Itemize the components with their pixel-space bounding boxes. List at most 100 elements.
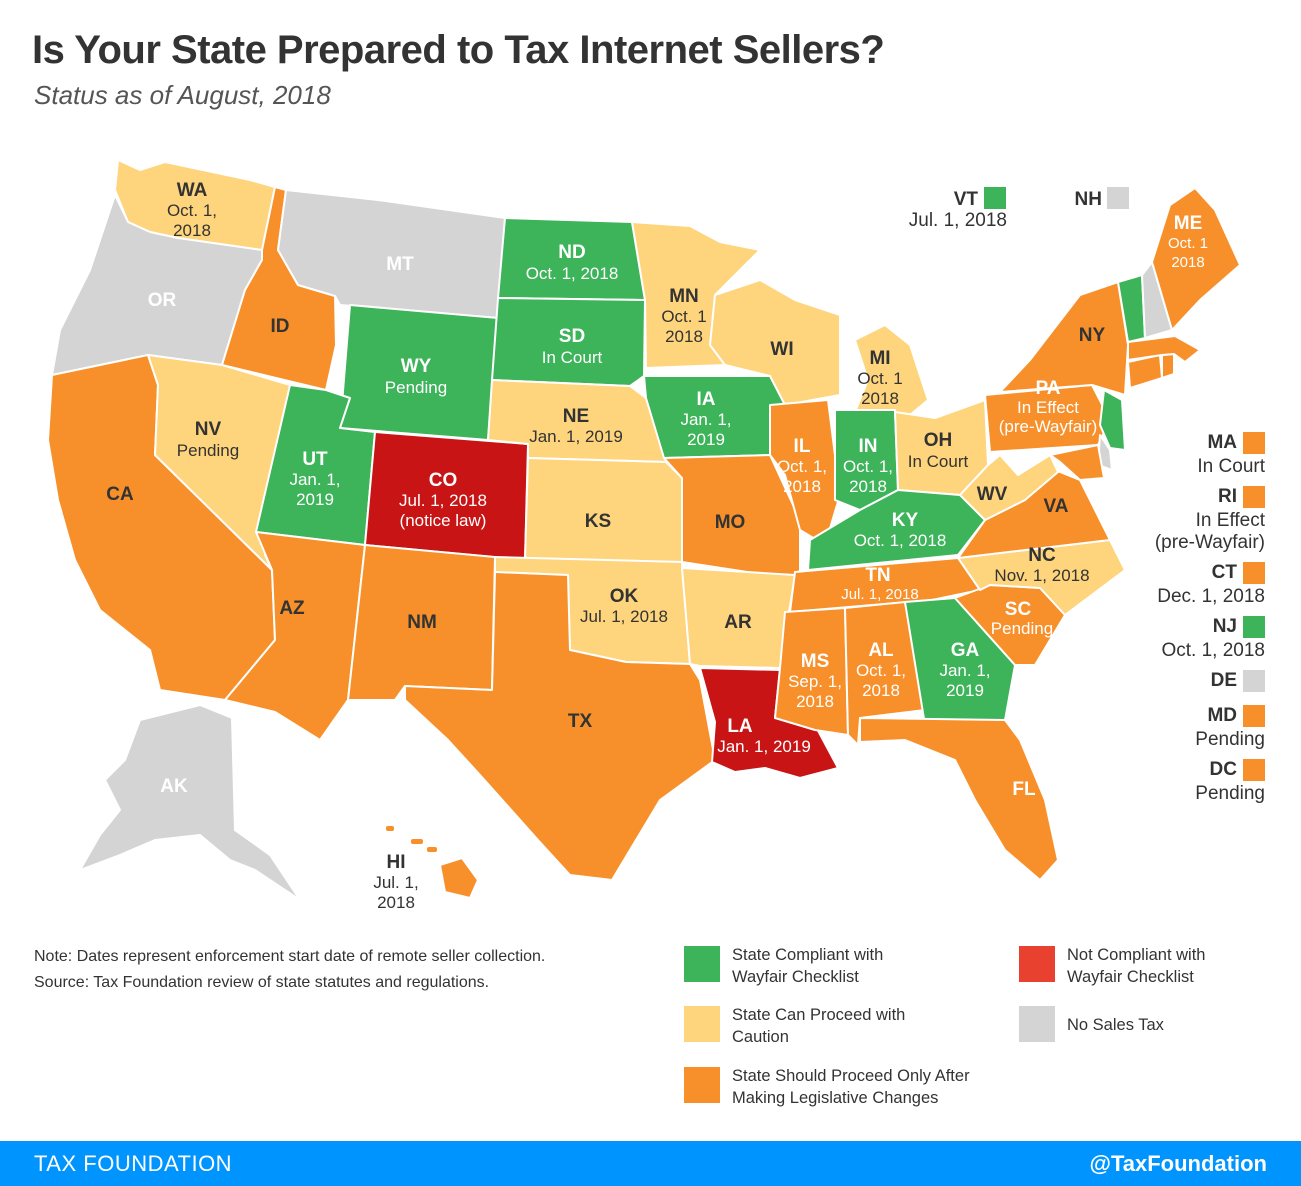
- legend-no-tax-swatch: [1019, 1006, 1055, 1042]
- svg-text:NV: NV: [195, 419, 222, 440]
- state-MD[interactable]: [1049, 444, 1105, 481]
- legend-not-compliant-swatch: [1019, 946, 1055, 982]
- svg-text:2018: 2018: [862, 681, 900, 700]
- side-MA-abbr: MA: [1207, 432, 1237, 453]
- state-NJ[interactable]: [1099, 389, 1126, 451]
- side-DC-date: Pending: [1195, 783, 1265, 805]
- state-FL[interactable]: [859, 717, 1059, 881]
- svg-text:AR: AR: [724, 612, 752, 633]
- state-ME[interactable]: [1151, 187, 1241, 331]
- state-HI-islands: [425, 845, 439, 854]
- side-MD: MD Pending: [1195, 705, 1265, 751]
- svg-text:Oct. 1: Oct. 1: [1168, 235, 1208, 252]
- svg-text:AZ: AZ: [279, 598, 305, 619]
- callout-NH: NH: [1075, 187, 1129, 210]
- label-TX: TX: [568, 711, 593, 732]
- label-FL: FL: [1012, 779, 1036, 800]
- label-NY: NY: [1079, 325, 1106, 346]
- svg-text:2018: 2018: [665, 327, 703, 346]
- footer-brand: TAX FOUNDATION: [34, 1151, 233, 1176]
- svg-text:NC: NC: [1028, 545, 1056, 566]
- svg-text:NM: NM: [407, 612, 437, 633]
- svg-text:Nov. 1, 2018: Nov. 1, 2018: [994, 566, 1089, 585]
- side-CT-date: Dec. 1, 2018: [1157, 586, 1265, 608]
- state-AR[interactable]: [681, 567, 796, 669]
- state-NC[interactable]: [957, 539, 1126, 616]
- side-DE: DE: [1211, 670, 1265, 692]
- state-MA[interactable]: [1127, 335, 1201, 363]
- svg-text:CO: CO: [429, 470, 458, 491]
- svg-text:OK: OK: [610, 586, 639, 607]
- svg-text:LA: LA: [727, 716, 753, 737]
- svg-text:WY: WY: [401, 356, 432, 377]
- label-OR: OR: [148, 290, 177, 311]
- svg-text:ND: ND: [558, 242, 585, 263]
- svg-text:Oct. 1: Oct. 1: [661, 307, 706, 326]
- state-HI[interactable]: [439, 857, 479, 899]
- state-SD[interactable]: [491, 297, 646, 387]
- svg-text:WA: WA: [177, 180, 208, 201]
- svg-text:MT: MT: [386, 254, 414, 275]
- state-AK[interactable]: [79, 704, 301, 901]
- svg-text:IL: IL: [794, 436, 811, 457]
- state-NY[interactable]: [999, 281, 1129, 396]
- svg-text:HI: HI: [387, 852, 406, 873]
- state-MI[interactable]: [854, 324, 929, 416]
- svg-text:Oct. 1, 2018: Oct. 1, 2018: [854, 531, 947, 550]
- state-WI[interactable]: [709, 279, 841, 406]
- svg-text:Sep. 1,: Sep. 1,: [788, 672, 842, 691]
- svg-text:ID: ID: [271, 316, 290, 337]
- svg-text:Oct. 1,: Oct. 1,: [856, 661, 906, 680]
- svg-text:Oct. 1: Oct. 1: [857, 369, 902, 388]
- svg-text:(notice law): (notice law): [400, 511, 487, 530]
- label-VA: VA: [1044, 496, 1069, 517]
- svg-text:MS: MS: [801, 651, 830, 672]
- state-MT[interactable]: [277, 189, 506, 319]
- side-MA: MA In Court: [1197, 432, 1265, 478]
- svg-text:Jan. 1,: Jan. 1,: [939, 661, 990, 680]
- svg-text:VA: VA: [1044, 496, 1069, 517]
- state-TX[interactable]: [404, 571, 716, 881]
- callout-VT-swatch: [984, 187, 1006, 209]
- side-NJ-abbr: NJ: [1212, 616, 1237, 637]
- label-ID: ID: [271, 316, 290, 337]
- state-GA[interactable]: [904, 597, 1016, 726]
- svg-text:NY: NY: [1079, 325, 1106, 346]
- side-MA-date: In Court: [1197, 456, 1265, 478]
- svg-text:Jan. 1, 2019: Jan. 1, 2019: [717, 737, 811, 756]
- svg-text:2019: 2019: [946, 681, 984, 700]
- label-MO: MO: [715, 512, 746, 533]
- svg-text:Oct. 1,: Oct. 1,: [777, 457, 827, 476]
- side-RI-abbr: RI: [1218, 486, 1237, 507]
- state-RI[interactable]: [1161, 353, 1175, 379]
- side-DE-swatch: [1243, 670, 1265, 692]
- side-RI-swatch: [1243, 486, 1265, 508]
- state-KS[interactable]: [524, 457, 683, 563]
- svg-text:Pending: Pending: [177, 441, 239, 460]
- legend-compliant-swatch: [684, 946, 720, 982]
- callout-NH-abbr: NH: [1075, 189, 1102, 210]
- svg-text:Jul. 1, 2018: Jul. 1, 2018: [399, 491, 487, 510]
- page-subtitle: Status as of August, 2018: [34, 80, 331, 110]
- label-CA: CA: [106, 484, 134, 505]
- label-AR: AR: [724, 612, 752, 633]
- svg-text:Pending: Pending: [991, 619, 1053, 638]
- footer-handle[interactable]: @TaxFoundation: [1089, 1151, 1267, 1176]
- side-MD-swatch: [1243, 705, 1265, 727]
- label-AZ: AZ: [279, 598, 305, 619]
- side-DC-abbr: DC: [1209, 759, 1237, 780]
- side-MA-swatch: [1243, 432, 1265, 454]
- legend-legislative-swatch: [684, 1067, 720, 1103]
